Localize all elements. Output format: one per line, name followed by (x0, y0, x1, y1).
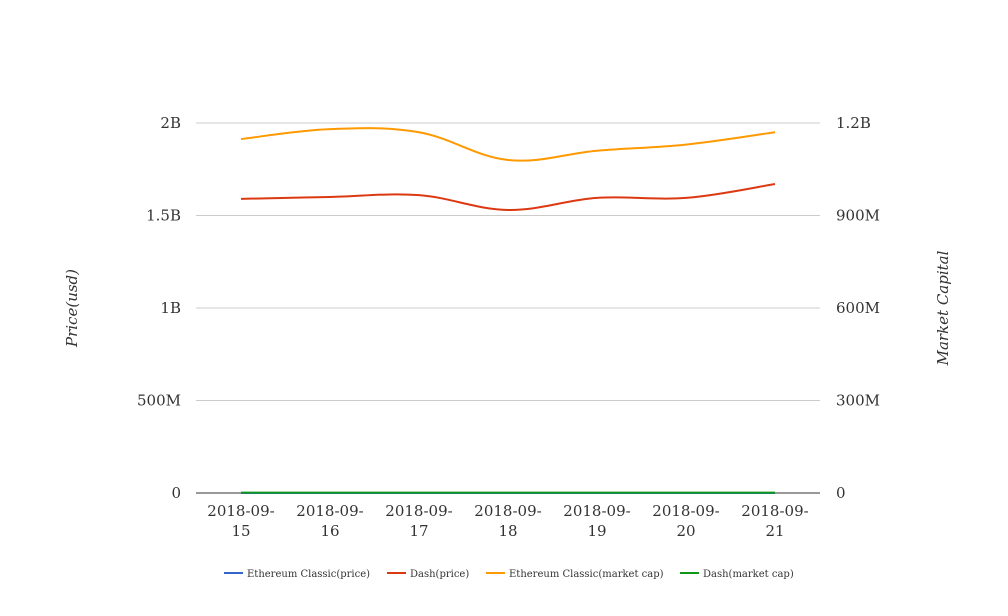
legend-label: Ethereum Classic(price) (247, 569, 370, 580)
x-tick-label: 2018-09-16 (296, 502, 363, 540)
y2-tick-label: 600M (836, 299, 880, 317)
y-tick-label: 1.5B (146, 207, 181, 225)
y2-tick-label: 300M (836, 392, 880, 410)
legend-label: Dash(price) (410, 569, 469, 580)
x-tick-label: 2018-09-15 (207, 502, 274, 540)
y-axis-right: 0 300M 600M 900M 1.2B (836, 114, 880, 502)
legend: Ethereum Classic(price) Dash(price) Ethere… (224, 569, 794, 580)
legend-label: Ethereum Classic(market cap) (509, 569, 664, 580)
x-axis: 2018-09-15 2018-09-16 2018-09-17 2018-09-18… (207, 502, 808, 540)
x-tick-label: 2018-09-18 (474, 502, 541, 540)
series-line-1 (240, 183, 776, 211)
x-tick-label: 2018-09-17 (385, 502, 452, 540)
y-axis-title: Price(usd) (63, 269, 81, 348)
x-tick-label: 2018-09-19 (563, 502, 630, 540)
y-tick-label: 0 (171, 484, 181, 502)
y2-tick-label: 1.2B (836, 114, 871, 132)
legend-label: Dash(market cap) (703, 569, 794, 580)
x-tick-label: 2018-09-20 (652, 502, 719, 540)
gridlines (196, 122, 820, 494)
y2-tick-label: 0 (836, 484, 846, 502)
y-tick-label: 500M (137, 392, 181, 410)
y2-axis-title: Market Capital (934, 250, 952, 366)
y2-tick-label: 900M (836, 207, 880, 225)
series-line-2 (240, 127, 776, 162)
x-tick-label: 2018-09-21 (741, 502, 808, 540)
y-tick-label: 1B (160, 299, 181, 317)
y-tick-label: 2B (160, 114, 181, 132)
y-axis-left: 0 500M 1B 1.5B 2B (137, 114, 181, 502)
series-lines (240, 127, 776, 495)
